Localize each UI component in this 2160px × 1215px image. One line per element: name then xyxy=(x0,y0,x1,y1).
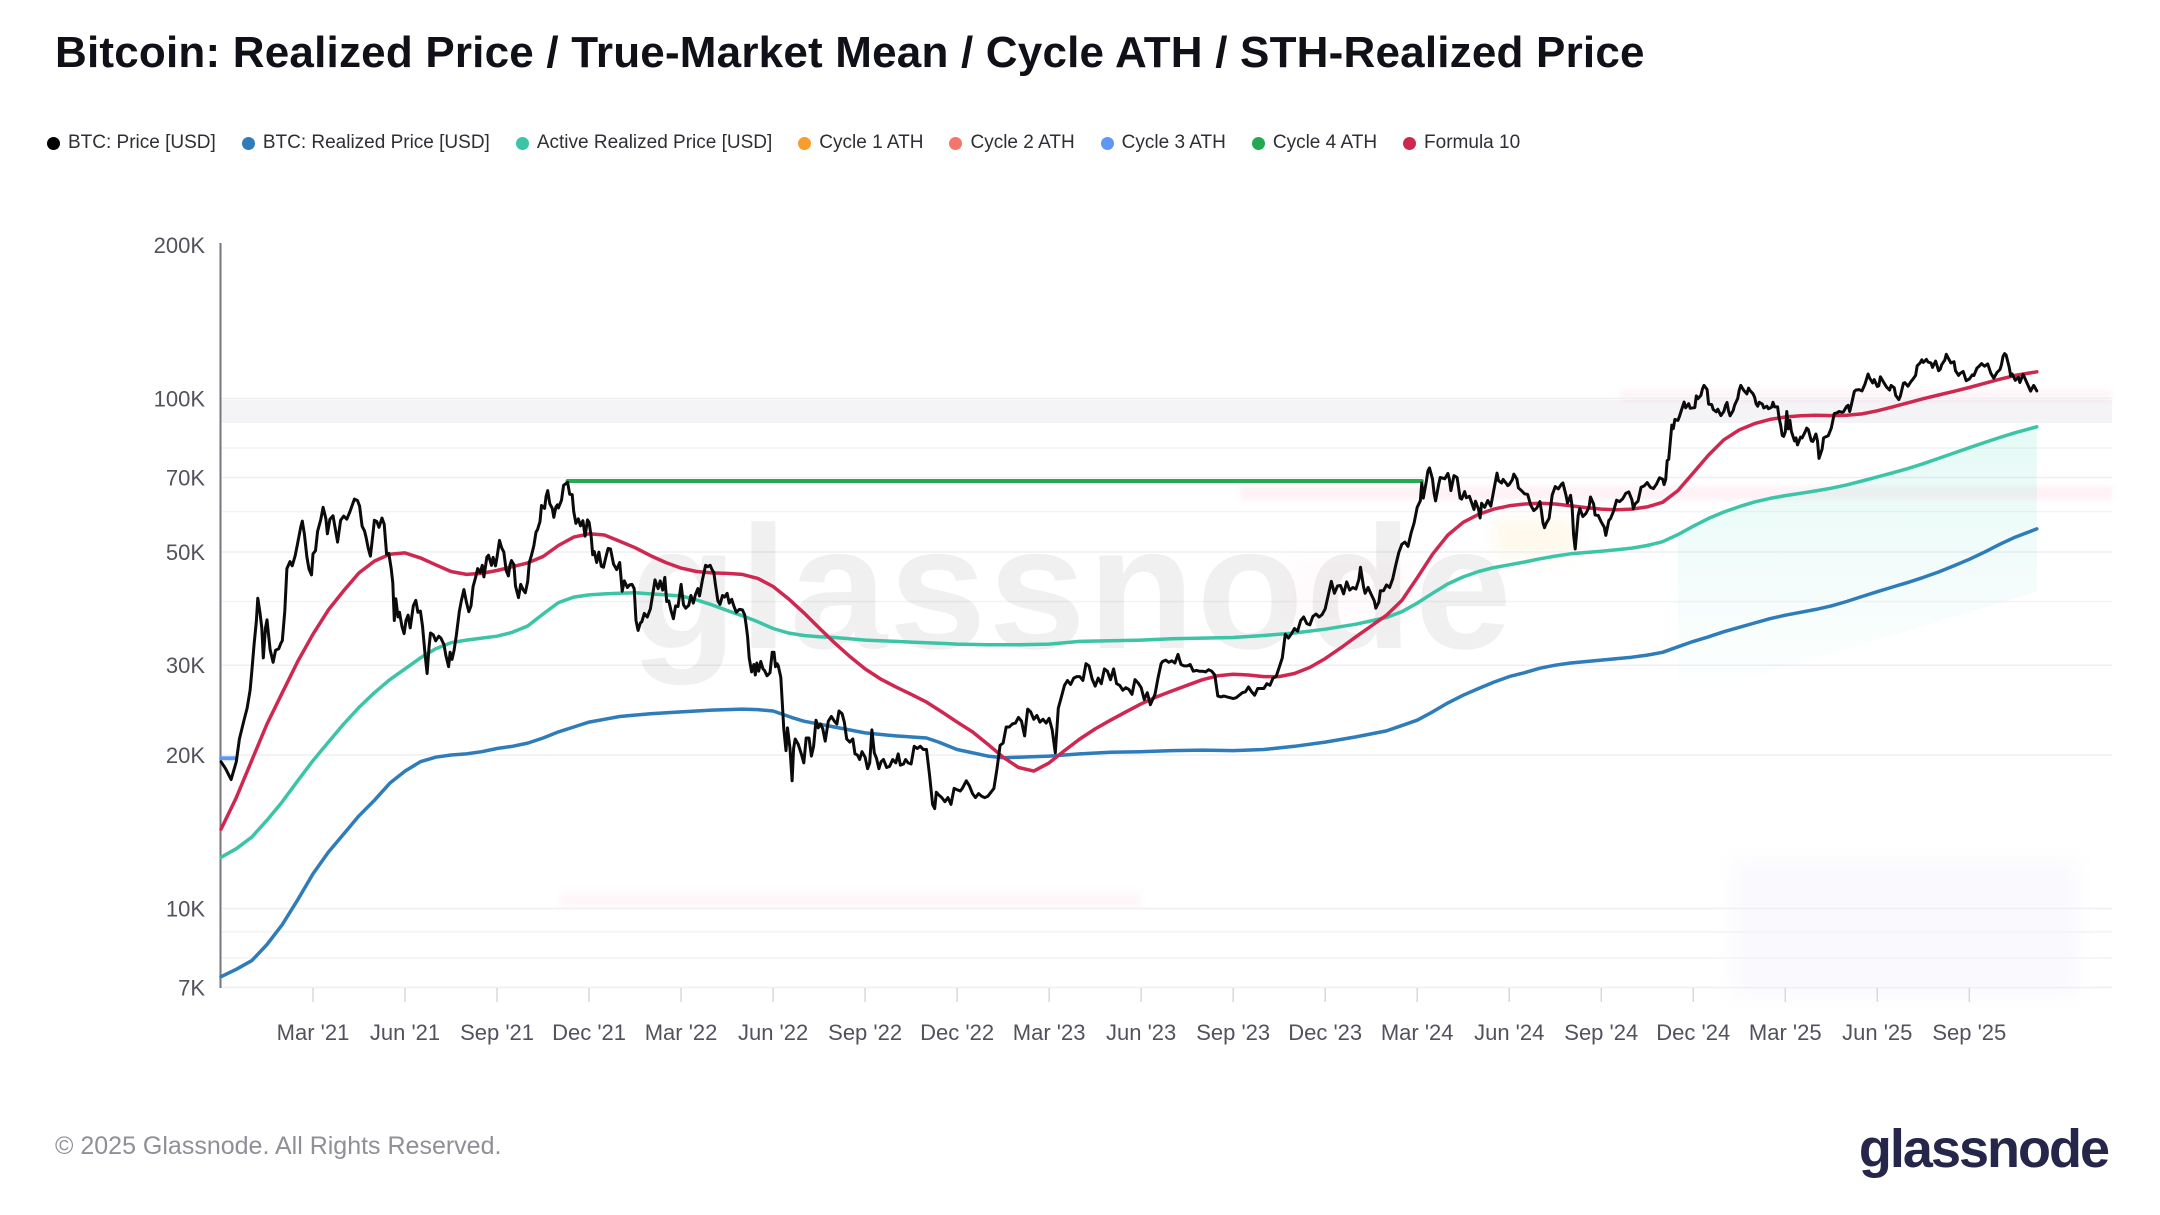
legend-dot-icon xyxy=(47,136,60,150)
series-line-btc-realized-price-usd xyxy=(219,527,2039,979)
series-line-formula-10 xyxy=(219,370,2039,832)
x-tick-label: Mar '23 xyxy=(1013,1020,1086,1045)
legend-item-cycle-4-ath[interactable]: Cycle 4 ATH xyxy=(1251,132,1378,154)
y-tick-label: 30K xyxy=(166,653,205,678)
x-tick-label: Mar '24 xyxy=(1381,1020,1454,1045)
legend-item-cycle-2-ath[interactable]: Cycle 2 ATH xyxy=(949,132,1075,154)
x-tick-label: Jun '24 xyxy=(1474,1020,1544,1045)
x-tick-label: Mar '25 xyxy=(1749,1020,1822,1045)
legend-item-label: Cycle 1 ATH xyxy=(819,132,924,153)
legend-item-cycle-1-ath[interactable]: Cycle 1 ATH xyxy=(798,132,923,154)
legend-item-cycle-3-ath[interactable]: Cycle 3 ATH xyxy=(1100,132,1226,154)
y-tick-label: 7K xyxy=(178,976,205,1001)
faded-artifact-wash xyxy=(1620,390,2112,402)
legend-dot-icon xyxy=(1100,136,1114,150)
x-tick-label: Sep '21 xyxy=(460,1020,534,1045)
legend-item-formula-10[interactable]: Formula 10 xyxy=(1403,132,1520,154)
x-tick-label: Dec '23 xyxy=(1288,1020,1362,1045)
y-tick-label: 200K xyxy=(154,233,206,258)
x-tick-label: Sep '24 xyxy=(1564,1020,1638,1045)
x-tick-label: Mar '22 xyxy=(645,1020,718,1045)
x-tick-label: Dec '21 xyxy=(552,1020,626,1045)
legend-item-label: Cycle 3 ATH xyxy=(1121,132,1226,153)
x-tick-label: Dec '22 xyxy=(920,1020,994,1045)
legend-dot-icon xyxy=(1251,136,1265,150)
x-tick-label: Jun '21 xyxy=(370,1020,440,1045)
x-tick-label: Sep '23 xyxy=(1196,1020,1270,1045)
legend-item-label: Cycle 2 ATH xyxy=(970,132,1075,153)
page-title: Bitcoin: Realized Price / True-Market Me… xyxy=(55,28,1645,77)
y-tick-label: 20K xyxy=(166,743,205,768)
series-line-active-realized-price-usd xyxy=(219,425,2039,860)
legend-dot-icon xyxy=(949,136,963,150)
y-tick-label: 10K xyxy=(166,897,205,922)
legend-dot-icon xyxy=(515,136,529,150)
legend-item-btc-realized-price-usd[interactable]: BTC: Realized Price [USD] xyxy=(241,132,490,154)
legend-item-label: BTC: Realized Price [USD] xyxy=(262,132,490,153)
x-tick-label: Sep '22 xyxy=(828,1020,902,1045)
background-band xyxy=(221,400,2112,423)
legend-item-label: Formula 10 xyxy=(1424,132,1521,153)
legend-dot-icon xyxy=(1403,136,1417,150)
legend-item-label: Cycle 4 ATH xyxy=(1272,132,1378,153)
glassnode-watermark: glassnode xyxy=(630,491,1514,686)
legend-dot-icon xyxy=(241,136,255,150)
copyright-text: © 2025 Glassnode. All Rights Reserved. xyxy=(55,1132,502,1160)
legend-item-active-realized-price-usd[interactable]: Active Realized Price [USD] xyxy=(515,132,773,154)
y-tick-label: 70K xyxy=(166,466,205,491)
y-tick-label: 100K xyxy=(154,387,206,412)
series-line-btc-price-usd xyxy=(219,352,2039,811)
glassnode-logo: glassnode xyxy=(1858,1119,2110,1179)
x-tick-label: Dec '24 xyxy=(1656,1020,1730,1045)
x-tick-label: Jun '25 xyxy=(1842,1020,1912,1045)
teal-underglow xyxy=(1677,426,2037,700)
x-tick-label: Jun '23 xyxy=(1106,1020,1176,1045)
faded-artifact-wash xyxy=(1730,858,2080,998)
chart-legend: BTC: Price [USD] BTC: Realized Price [USD… xyxy=(47,132,1520,154)
faded-artifact-wash xyxy=(560,894,1140,906)
x-tick-label: Mar '21 xyxy=(277,1020,350,1045)
y-tick-label: 50K xyxy=(166,540,205,565)
x-tick-label: Jun '22 xyxy=(738,1020,808,1045)
legend-item-label: Active Realized Price [USD] xyxy=(536,132,773,153)
x-tick-label: Sep '25 xyxy=(1932,1020,2006,1045)
legend-item-label: BTC: Price [USD] xyxy=(68,132,216,153)
legend-item-btc-price-usd[interactable]: BTC: Price [USD] xyxy=(47,132,216,154)
legend-dot-icon xyxy=(798,136,812,150)
